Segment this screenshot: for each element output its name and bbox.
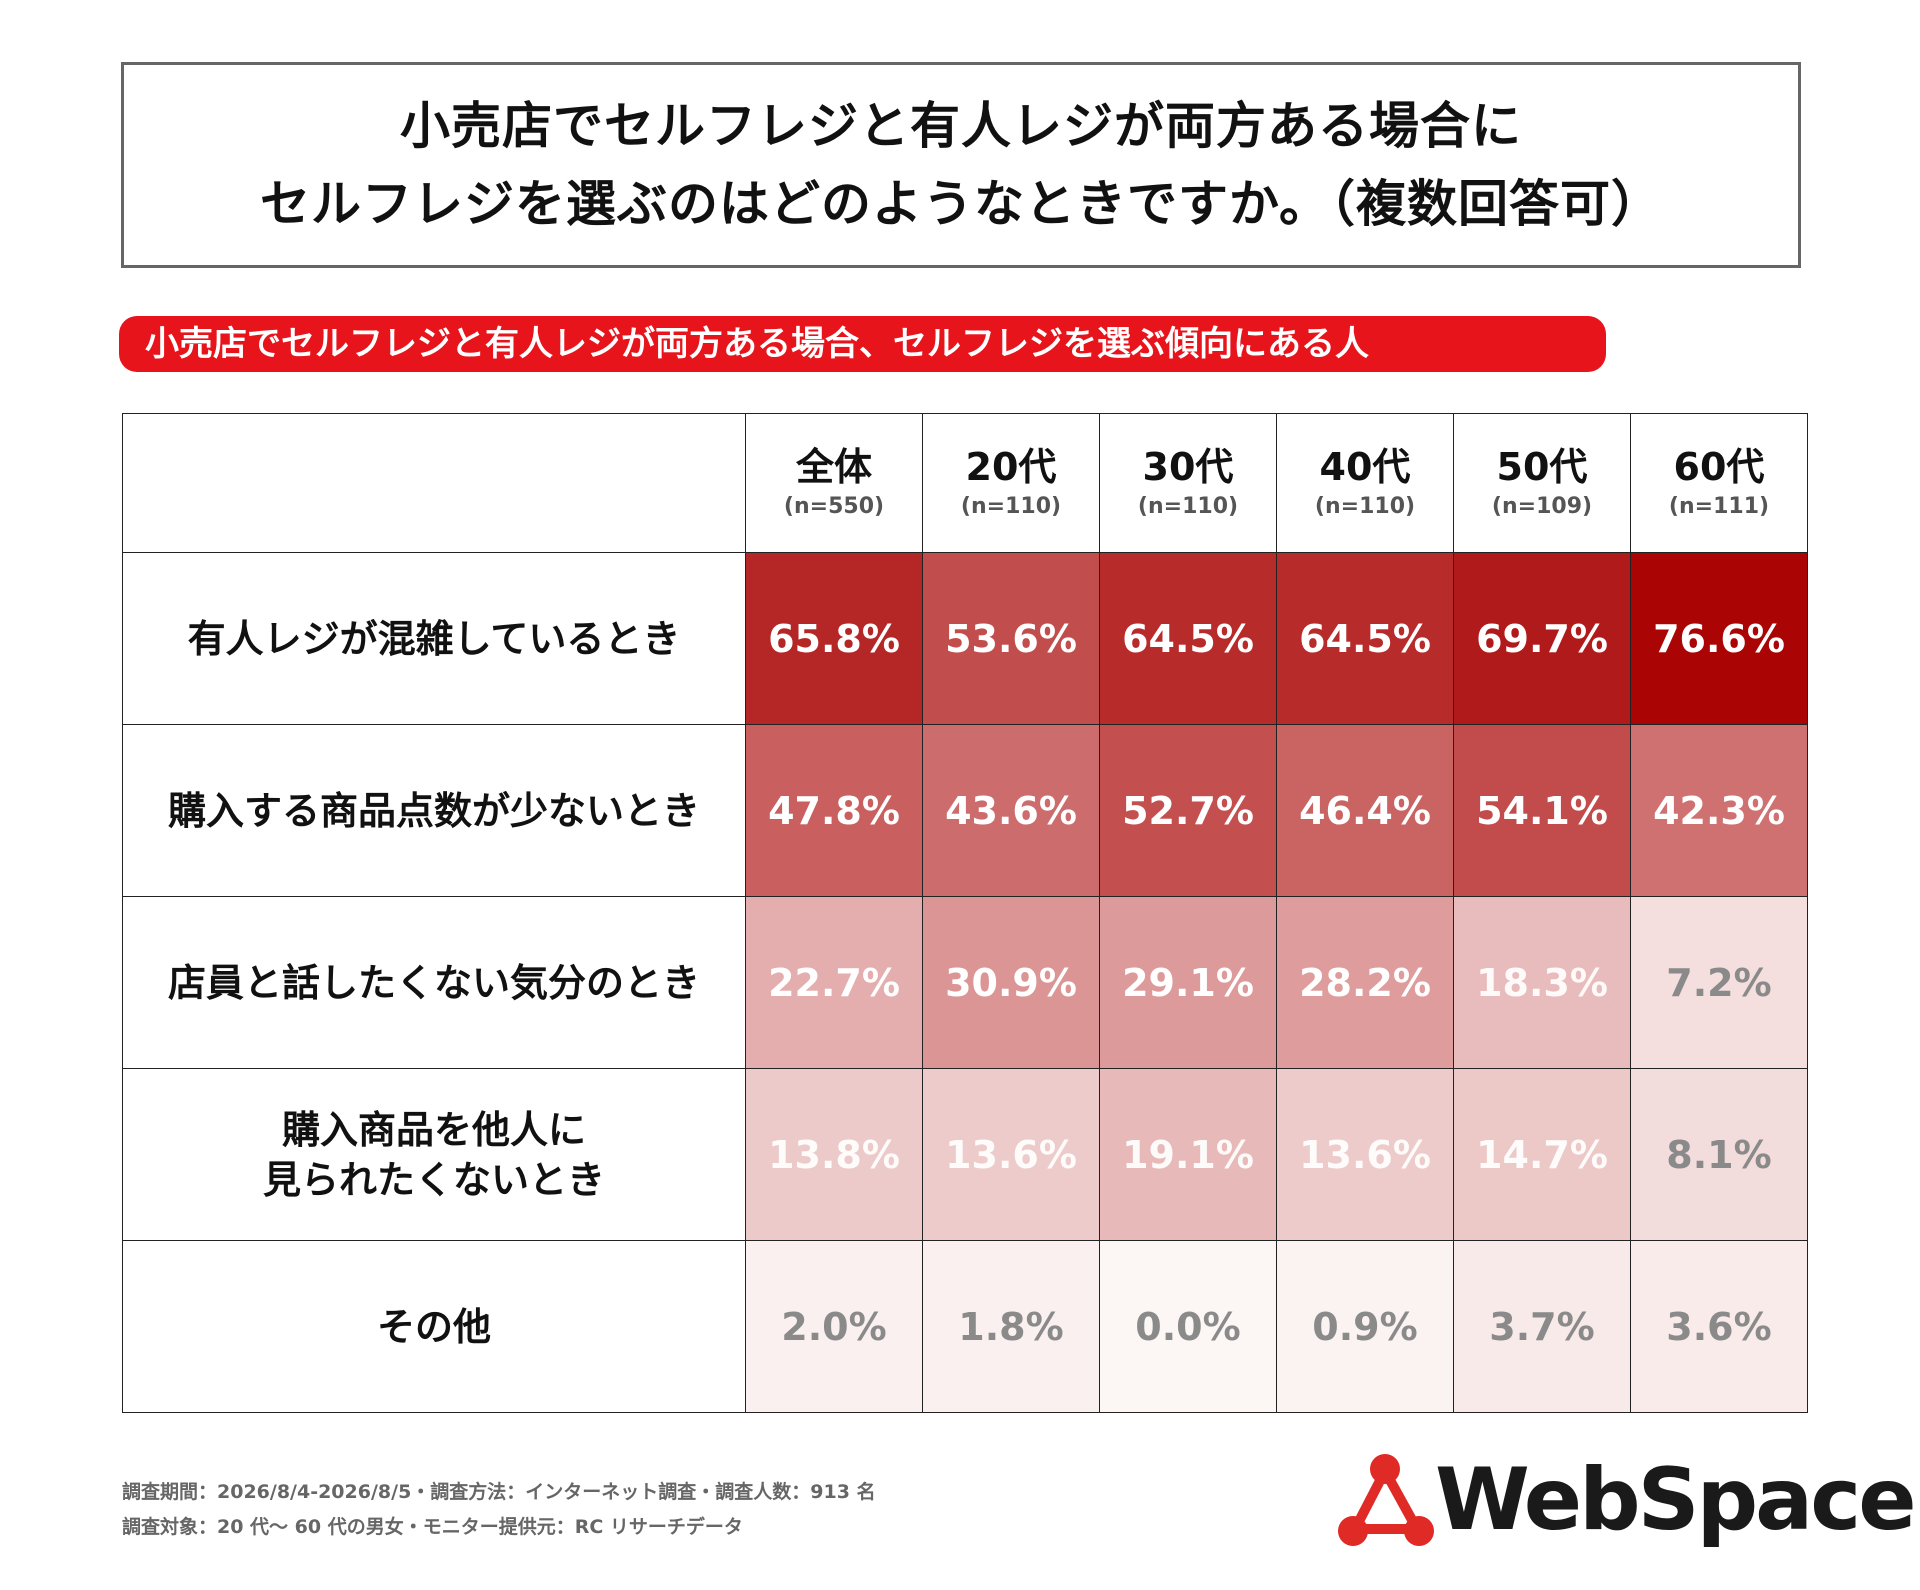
value-cell-r1-c0: 47.8%	[745, 724, 923, 897]
webspace-logo: WebSpace	[1335, 1445, 1917, 1555]
table-row: 有人レジが混雑しているとき 65.8% 53.6% 64.5% 64.5% 69.7% 76…	[122, 552, 1808, 725]
value-cell-r4-c2: 0.0%	[1099, 1240, 1277, 1413]
table-body: 有人レジが混雑しているとき 65.8% 53.6% 64.5% 64.5% 69.7% 76…	[122, 552, 1808, 1413]
column-header-0: 全体 (n=550)	[745, 413, 923, 553]
row-label-line: 購入する商品点数が少ないとき	[167, 788, 700, 833]
table-row: 購入商品を他人に 見られたくないとき 13.8% 13.6% 19.1% 13.6% 14.…	[122, 1068, 1808, 1241]
value-cell-r2-c1: 30.9%	[922, 896, 1100, 1069]
logo-network-icon	[1338, 1454, 1434, 1546]
row-label-line: 購入商品を他人に	[281, 1107, 586, 1152]
value-cell-r3-c4: 14.7%	[1453, 1068, 1631, 1241]
value-cell-r0-c0: 65.8%	[745, 552, 923, 725]
table-row: その他 2.0% 1.8% 0.0% 0.9% 3.7% 3.6%	[122, 1240, 1808, 1413]
row-label-4: その他	[122, 1240, 746, 1413]
value-cell-r3-c5: 8.1%	[1630, 1068, 1808, 1241]
value-cell-r3-c1: 13.6%	[922, 1068, 1100, 1241]
column-label: 20代	[965, 445, 1057, 489]
column-header-4: 50代 (n=109)	[1453, 413, 1631, 553]
footer-survey-period: 調査期間：2026/8/4-2026/8/5・調査方法：インターネット調査・調査…	[122, 1481, 876, 1503]
column-sample-size: (n=110)	[1137, 494, 1239, 519]
value-cell-r2-c0: 22.7%	[745, 896, 923, 1069]
footer-survey-target: 調査対象：20 代～ 60 代の男女・モニター提供元：RC リサーチデータ	[122, 1516, 743, 1538]
column-sample-size: (n=110)	[960, 494, 1062, 519]
column-header-3: 40代 (n=110)	[1276, 413, 1454, 553]
value-cell-r2-c5: 7.2%	[1630, 896, 1808, 1069]
value-cell-r3-c0: 13.8%	[745, 1068, 923, 1241]
value-cell-r2-c2: 29.1%	[1099, 896, 1277, 1069]
table-row: 店員と話したくない気分のとき 22.7% 30.9% 29.1% 28.2% 18.3% 7…	[122, 896, 1808, 1069]
subtitle-banner: 小売店でセルフレジと有人レジが両方ある場合、セルフレジを選ぶ傾向にある人	[119, 316, 1606, 372]
row-label-1: 購入する商品点数が少ないとき	[122, 724, 746, 897]
column-header-5: 60代 (n=111)	[1630, 413, 1808, 553]
row-label-0: 有人レジが混雑しているとき	[122, 552, 746, 725]
value-cell-r2-c4: 18.3%	[1453, 896, 1631, 1069]
header-row: 全体 (n=550) 20代 (n=110) 30代 (n=110) 40代 (n=110) 5…	[122, 413, 1808, 553]
value-cell-r4-c3: 0.9%	[1276, 1240, 1454, 1413]
column-header-1: 20代 (n=110)	[922, 413, 1100, 553]
column-sample-size: (n=109)	[1491, 494, 1593, 519]
column-sample-size: (n=550)	[783, 494, 885, 519]
value-cell-r1-c4: 54.1%	[1453, 724, 1631, 897]
value-cell-r1-c5: 42.3%	[1630, 724, 1808, 897]
value-cell-r0-c3: 64.5%	[1276, 552, 1454, 725]
value-cell-r4-c5: 3.6%	[1630, 1240, 1808, 1413]
value-cell-r4-c0: 2.0%	[745, 1240, 923, 1413]
column-label: 30代	[1142, 445, 1234, 489]
title-box: 小売店でセルフレジと有人レジが両方ある場合に セルフレジを選ぶのはどのようなとき…	[121, 62, 1801, 268]
row-label-line: その他	[376, 1304, 491, 1349]
table-row: 購入する商品点数が少ないとき 47.8% 43.6% 52.7% 46.4% 54.1% 4…	[122, 724, 1808, 897]
heatmap-table: 全体 (n=550) 20代 (n=110) 30代 (n=110) 40代 (n=110) 5…	[122, 413, 1808, 1413]
column-label: 60代	[1673, 445, 1765, 489]
row-label-2: 店員と話したくない気分のとき	[122, 896, 746, 1069]
row-label-line: 有人レジが混雑しているとき	[187, 616, 681, 661]
column-label: 40代	[1319, 445, 1411, 489]
value-cell-r2-c3: 28.2%	[1276, 896, 1454, 1069]
value-cell-r4-c1: 1.8%	[922, 1240, 1100, 1413]
column-label: 50代	[1496, 445, 1588, 489]
row-label-3: 購入商品を他人に 見られたくないとき	[122, 1068, 746, 1241]
row-label-line: 見られたくないとき	[262, 1157, 605, 1202]
row-label-line: 店員と話したくない気分のとき	[167, 960, 700, 1005]
value-cell-r0-c5: 76.6%	[1630, 552, 1808, 725]
logo-text: WebSpace	[1435, 1450, 1917, 1550]
value-cell-r0-c1: 53.6%	[922, 552, 1100, 725]
value-cell-r1-c1: 43.6%	[922, 724, 1100, 897]
value-cell-r0-c4: 69.7%	[1453, 552, 1631, 725]
value-cell-r1-c2: 52.7%	[1099, 724, 1277, 897]
value-cell-r0-c2: 64.5%	[1099, 552, 1277, 725]
title-line-1: 小売店でセルフレジと有人レジが両方ある場合に	[400, 97, 1522, 155]
value-cell-r3-c2: 19.1%	[1099, 1068, 1277, 1241]
value-cell-r4-c4: 3.7%	[1453, 1240, 1631, 1413]
value-cell-r1-c3: 46.4%	[1276, 724, 1454, 897]
column-sample-size: (n=111)	[1668, 494, 1770, 519]
corner-cell	[122, 413, 746, 553]
column-header-2: 30代 (n=110)	[1099, 413, 1277, 553]
column-sample-size: (n=110)	[1314, 494, 1416, 519]
title-line-2: セルフレジを選ぶのはどのようなときですか。（複数回答可）	[260, 175, 1662, 233]
column-label: 全体	[795, 445, 872, 489]
value-cell-r3-c3: 13.6%	[1276, 1068, 1454, 1241]
